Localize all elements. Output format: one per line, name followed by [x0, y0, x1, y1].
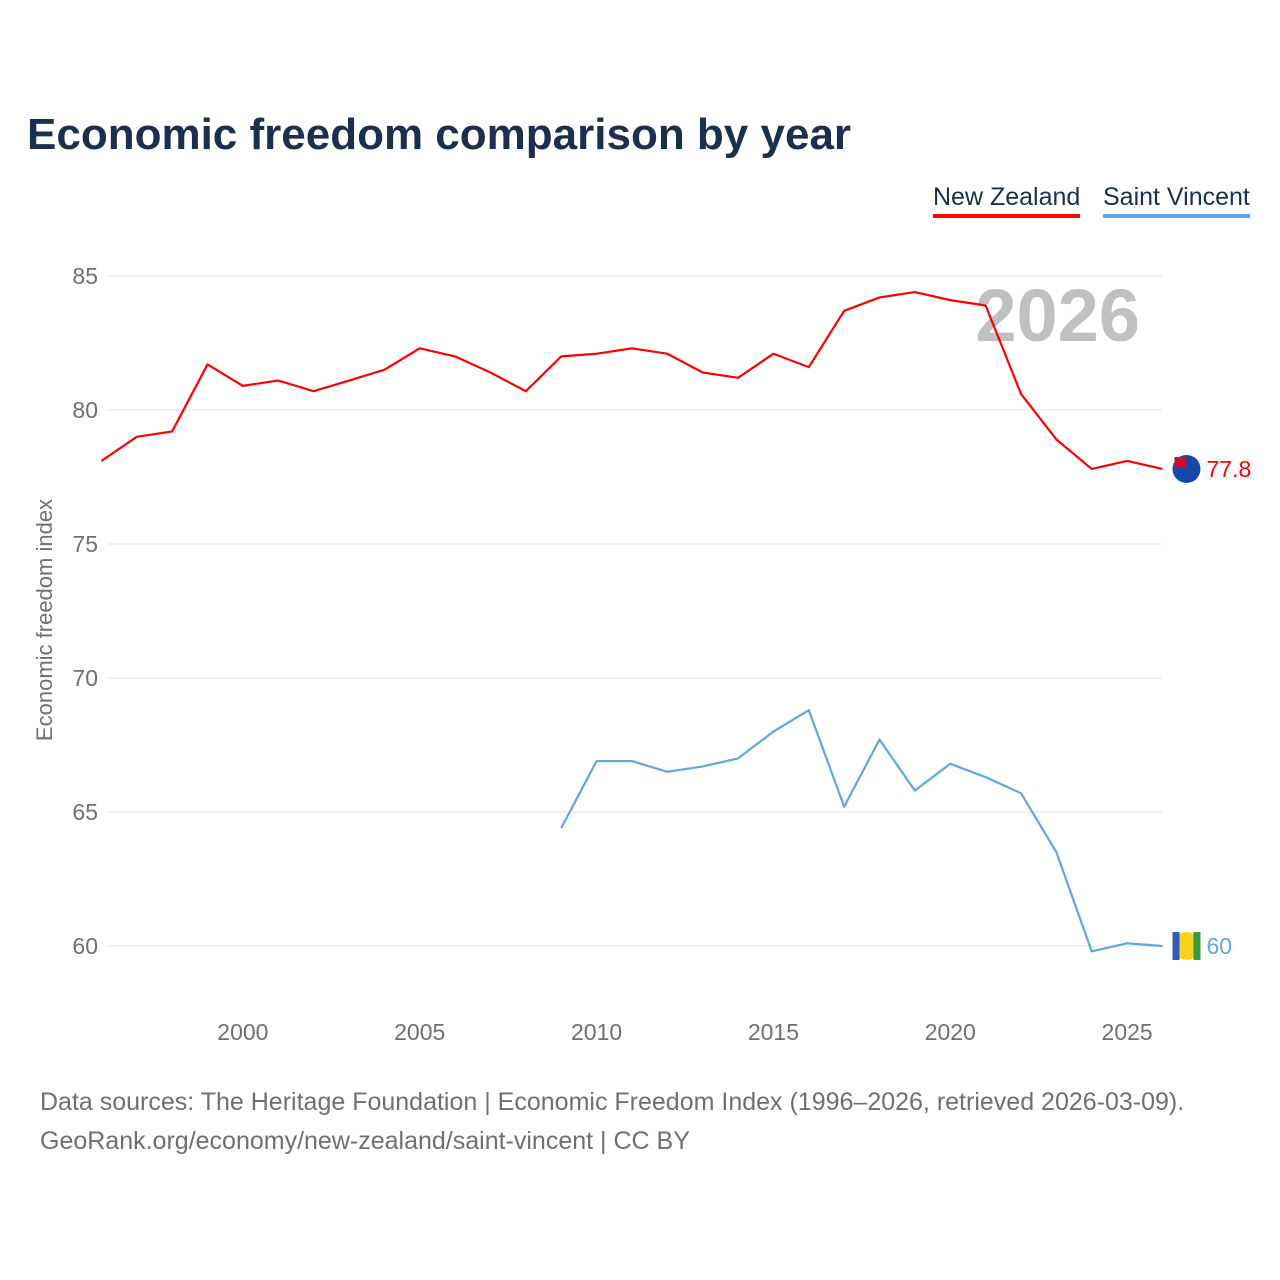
y-tick-label: 85: [72, 263, 98, 289]
end-value-label: 60: [1207, 933, 1233, 959]
flag-stripe-green: [1193, 932, 1201, 960]
flag-stripe-blue: [1172, 932, 1180, 960]
x-tick-label: 2005: [394, 1019, 445, 1045]
x-tick-label: 2015: [748, 1019, 799, 1045]
source-line-1: Data sources: The Heritage Foundation | …: [40, 1088, 1185, 1116]
y-tick-label: 80: [72, 397, 98, 423]
chart-title: Economic freedom comparison by year: [27, 110, 852, 159]
y-tick-label: 60: [72, 933, 98, 959]
x-tick-label: 2010: [571, 1019, 622, 1045]
legend-saint-vincent[interactable]: Saint Vincent: [1103, 183, 1250, 218]
x-tick-label: 2000: [217, 1019, 268, 1045]
y-tick-label: 65: [72, 799, 98, 825]
end-value-label: 77.8: [1207, 456, 1252, 482]
source-line-2[interactable]: GeoRank.org/economy/new-zealand/saint-vi…: [40, 1127, 690, 1155]
series-line-saint-vincent: [560, 709, 1163, 953]
legend-new-zealand[interactable]: New Zealand: [933, 183, 1081, 218]
flag-union-jack: [1174, 456, 1187, 467]
y-tick-label: 75: [72, 531, 98, 557]
y-axis-label: Economic freedom index: [32, 499, 57, 741]
y-tick-label: 70: [72, 665, 98, 691]
year-annotation: 2026: [975, 274, 1140, 357]
x-tick-label: 2020: [925, 1019, 976, 1045]
x-tick-label: 2025: [1102, 1019, 1153, 1045]
